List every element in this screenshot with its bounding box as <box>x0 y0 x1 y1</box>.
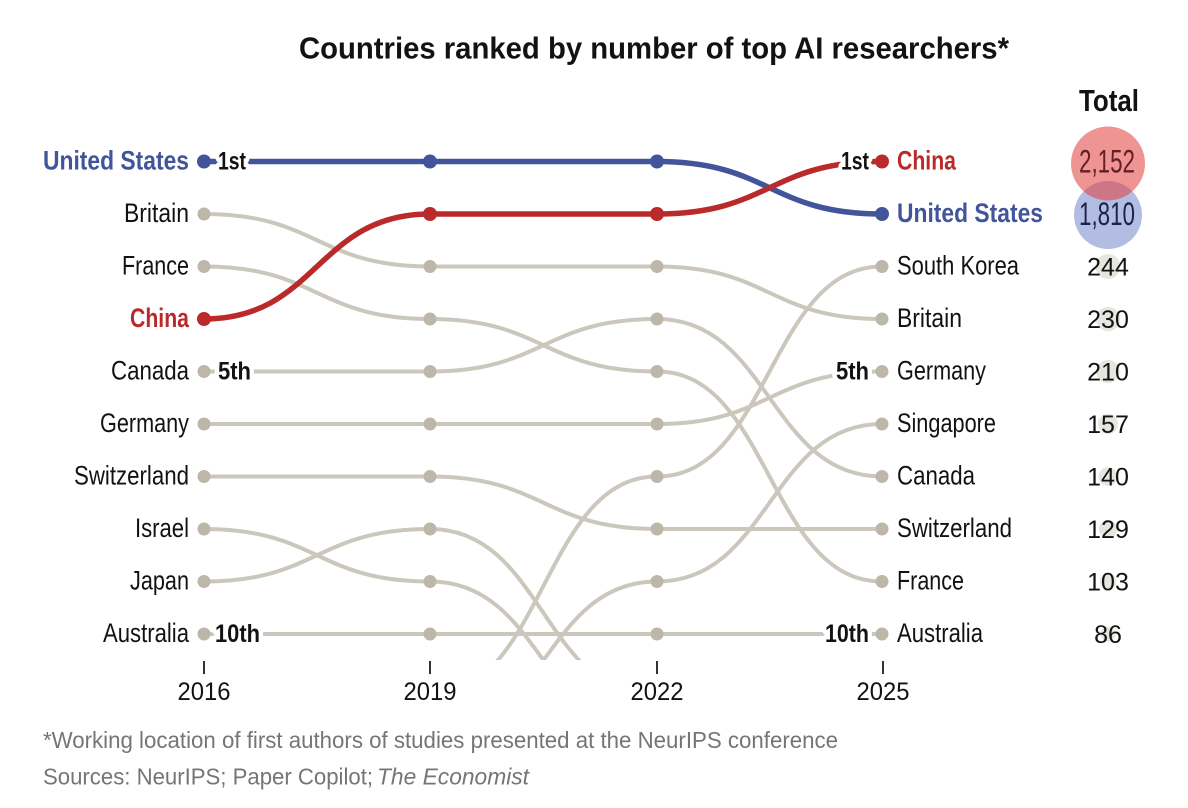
svg-text:230: 230 <box>1087 306 1129 334</box>
svg-text:*Working location of first aut: *Working location of first authors of st… <box>43 727 838 753</box>
svg-text:140: 140 <box>1087 464 1129 492</box>
svg-text:France: France <box>897 566 964 596</box>
svg-text:South Korea: South Korea <box>897 251 1020 281</box>
svg-text:10th: 10th <box>215 620 260 648</box>
svg-text:China: China <box>897 146 957 176</box>
svg-text:Switzerland: Switzerland <box>897 513 1012 543</box>
svg-text:Israel: Israel <box>135 513 189 543</box>
svg-text:Total: Total <box>1079 83 1139 118</box>
svg-text:Germany: Germany <box>897 356 986 386</box>
svg-text:Singapore: Singapore <box>897 408 996 438</box>
svg-text:86: 86 <box>1094 621 1122 649</box>
svg-text:1st: 1st <box>218 148 247 176</box>
svg-text:Britain: Britain <box>124 198 189 228</box>
svg-text:Australia: Australia <box>103 618 190 648</box>
svg-text:2,152: 2,152 <box>1079 144 1135 180</box>
svg-text:1st: 1st <box>841 148 870 176</box>
svg-text:Japan: Japan <box>130 566 189 596</box>
svg-text:Australia: Australia <box>897 618 984 648</box>
svg-text:2022: 2022 <box>631 678 684 706</box>
svg-text:2019: 2019 <box>404 678 457 706</box>
svg-text:Britain: Britain <box>897 303 962 333</box>
svg-text:129: 129 <box>1087 516 1129 544</box>
svg-text:103: 103 <box>1087 569 1129 597</box>
svg-text:2016: 2016 <box>178 678 231 706</box>
svg-text:244: 244 <box>1087 254 1129 282</box>
svg-text:5th: 5th <box>836 358 869 386</box>
svg-text:United States: United States <box>43 146 189 176</box>
svg-text:2025: 2025 <box>857 678 910 706</box>
svg-text:France: France <box>122 251 189 281</box>
svg-text:United States: United States <box>897 198 1043 228</box>
svg-text:Canada: Canada <box>111 356 190 386</box>
svg-text:Canada: Canada <box>897 461 976 491</box>
svg-text:Countries ranked by number of: Countries ranked by number of top AI res… <box>299 31 1010 66</box>
svg-text:157: 157 <box>1087 411 1129 439</box>
svg-text:10th: 10th <box>825 620 869 648</box>
svg-text:Germany: Germany <box>100 408 189 438</box>
svg-text:The Economist: The Economist <box>377 764 531 790</box>
svg-text:1,810: 1,810 <box>1079 196 1135 232</box>
svg-text:210: 210 <box>1087 359 1129 387</box>
svg-text:China: China <box>130 303 190 333</box>
svg-text:Switzerland: Switzerland <box>74 461 189 491</box>
svg-text:5th: 5th <box>218 358 251 386</box>
svg-text:Sources: NeurIPS; Paper Copilo: Sources: NeurIPS; Paper Copilot; <box>43 764 373 790</box>
